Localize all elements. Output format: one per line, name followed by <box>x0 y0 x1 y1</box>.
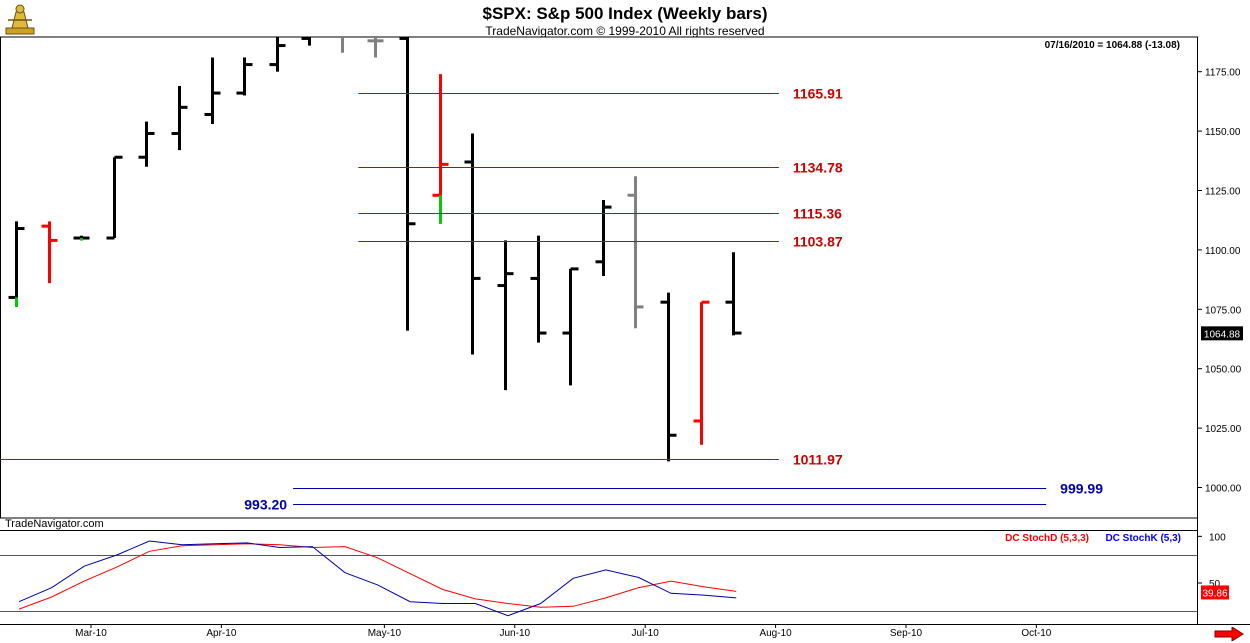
chart-title: $SPX: S&p 500 Index (Weekly bars) <box>482 4 768 23</box>
x-tick-label: Apr-10 <box>206 628 236 639</box>
ohlc-bar <box>106 155 123 240</box>
x-tick-label: May-10 <box>368 628 402 639</box>
ohlc-bar <box>138 121 155 167</box>
x-tick-label: Jun-10 <box>499 628 530 639</box>
stoch-y-tick-label: 100 <box>1209 532 1226 543</box>
y-tick-label: 1125.00 <box>1205 187 1241 198</box>
scroll-right-arrow-icon[interactable] <box>1214 627 1244 641</box>
ohlc-bar <box>73 235 90 241</box>
level-label: 1165.91 <box>793 86 843 102</box>
y-tick-label: 1025.00 <box>1205 424 1242 435</box>
y-tick-label: 1150.00 <box>1205 127 1241 138</box>
level-label: 1103.87 <box>793 234 843 250</box>
stoch-legend-k: DC StochK (5,3) <box>1105 533 1181 544</box>
stoch-series-line <box>18 543 737 610</box>
ohlc-bar <box>399 37 416 331</box>
chart-header: $SPX: S&p 500 Index (Weekly bars) TradeN… <box>0 0 1250 40</box>
level-label: 1134.78 <box>793 160 843 176</box>
ohlc-bar <box>41 221 58 284</box>
ohlc-bar <box>432 74 449 224</box>
y-tick-label: 1100.00 <box>1205 246 1241 257</box>
ohlc-bar <box>725 252 742 336</box>
last-price-box <box>1201 326 1243 341</box>
chart-subtitle: TradeNavigator.com © 1999-2010 All right… <box>485 24 765 38</box>
x-tick-label: Sep-10 <box>890 628 923 639</box>
price-bars-group <box>8 37 742 462</box>
ohlc-bar <box>236 57 253 96</box>
y-tick-label: 1175.00 <box>1205 68 1241 79</box>
y-tick-label: 1050.00 <box>1205 365 1242 376</box>
last-price-label: 1064.88 <box>1204 329 1241 340</box>
watermark-label: TradeNavigator.com <box>5 518 104 530</box>
stoch-legend-d: DC StochD (5,3,3) <box>1005 533 1089 544</box>
level-label: 999.99 <box>1060 481 1103 497</box>
stoch-series-line <box>18 540 737 617</box>
ohlc-bar <box>204 57 221 124</box>
level-label: 1011.97 <box>793 452 843 468</box>
level-label: 993.20 <box>244 497 287 513</box>
stoch-y-tick-label: 50 <box>1209 579 1221 590</box>
stoch-last-label: 39.86 <box>1202 588 1227 599</box>
ohlc-bar <box>562 267 579 386</box>
ohlc-bar <box>8 221 25 307</box>
level-label: 1115.36 <box>793 206 842 222</box>
y-tick-label: 1075.00 <box>1205 305 1242 316</box>
trade-navigator-logo <box>4 2 36 38</box>
x-tick-label: Jul-10 <box>632 628 660 639</box>
ohlc-bar <box>464 133 481 355</box>
ohlc-bar <box>693 300 710 445</box>
x-tick-label: Oct-10 <box>1021 628 1051 639</box>
y-tick-label: 1000.00 <box>1205 484 1242 495</box>
stoch-last-box <box>1201 585 1229 600</box>
x-tick-label: Mar-10 <box>75 628 107 639</box>
ohlc-bar <box>497 240 514 391</box>
ohlc-bar <box>530 235 547 343</box>
price-panel-frame <box>0 36 1198 519</box>
x-tick-label: Aug-10 <box>759 628 792 639</box>
ohlc-bar <box>171 85 188 151</box>
ohlc-bar <box>595 200 612 277</box>
ohlc-bar <box>627 176 644 329</box>
ohlc-bar <box>660 292 677 462</box>
last-quote-label: 07/16/2010 = 1064.88 (-13.08) <box>1045 40 1180 51</box>
